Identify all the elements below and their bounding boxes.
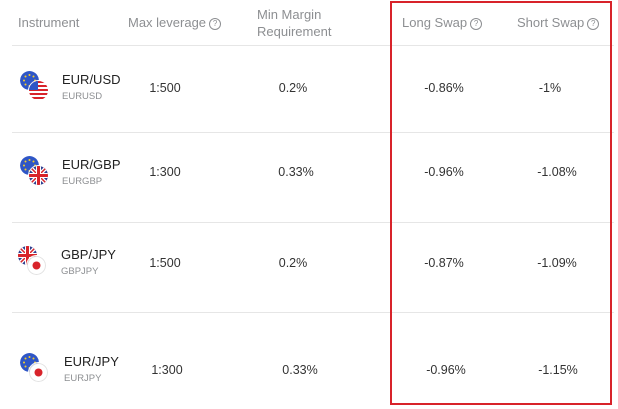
margin-value: 0.2% <box>278 256 308 270</box>
header-min-margin: Min Margin Requirement <box>257 7 332 39</box>
currency-flags <box>20 71 50 103</box>
margin-value: 0.33% <box>278 165 314 179</box>
long-swap-value: -0.96% <box>426 363 466 377</box>
table-row[interactable]: EUR/USD EURUSD 1:500 0.2% -0.86% -1% <box>0 46 618 132</box>
divider <box>12 312 614 313</box>
short-swap-value: -1.15% <box>538 363 578 377</box>
header-long-swap: Long Swap? <box>402 14 483 31</box>
currency-flags <box>18 246 48 278</box>
leverage-value: 1:300 <box>149 165 181 179</box>
long-swap-value: -0.96% <box>424 165 464 179</box>
header-short-swap: Short Swap? <box>517 14 600 31</box>
divider <box>12 132 614 133</box>
leverage-value: 1:300 <box>151 363 183 377</box>
jp-flag-icon <box>29 363 48 382</box>
long-swap-value: -0.86% <box>424 81 464 95</box>
instrument-symbol[interactable]: EUR/USD <box>62 72 121 87</box>
margin-value: 0.2% <box>278 81 308 95</box>
margin-value: 0.33% <box>282 363 318 377</box>
instrument-symbol[interactable]: EUR/GBP <box>62 157 121 172</box>
short-swap-value: -1.09% <box>537 256 577 270</box>
short-swap-value: -1% <box>538 81 562 95</box>
instrument-symbol[interactable]: EUR/JPY <box>64 354 119 369</box>
long-swap-value: -0.87% <box>424 256 464 270</box>
help-icon[interactable]: ? <box>587 18 600 30</box>
header-max-leverage: Max leverage? <box>128 14 222 31</box>
divider <box>12 45 614 46</box>
help-icon[interactable]: ? <box>209 18 222 30</box>
instrument-code: EURUSD <box>62 91 103 102</box>
instrument-code: EURGBP <box>62 176 103 187</box>
us-flag-icon <box>29 81 48 100</box>
leverage-value: 1:500 <box>149 256 181 270</box>
swap-columns-highlight <box>390 1 612 405</box>
uk-flag-icon <box>29 166 48 185</box>
leverage-value: 1:500 <box>149 81 181 95</box>
table-row[interactable]: EUR/JPY EURJPY 1:300 0.33% -0.96% -1.15% <box>0 313 618 407</box>
instrument-symbol[interactable]: GBP/JPY <box>61 247 116 262</box>
table-row[interactable]: GBP/JPY GBPJPY 1:500 0.2% -0.87% -1.09% <box>0 223 618 312</box>
help-icon[interactable]: ? <box>470 18 483 30</box>
short-swap-value: -1.08% <box>537 165 577 179</box>
instrument-code: GBPJPY <box>61 266 99 277</box>
instrument-code: EURJPY <box>64 373 102 384</box>
jp-flag-icon <box>27 256 46 275</box>
header-instrument: Instrument <box>18 15 80 30</box>
table-header: Instrument Max leverage? Min Margin Requ… <box>0 0 618 45</box>
table-row[interactable]: EUR/GBP EURGBP 1:300 0.33% -0.96% -1.08% <box>0 133 618 222</box>
divider <box>12 222 614 223</box>
currency-flags <box>20 156 50 188</box>
currency-flags <box>20 353 50 385</box>
